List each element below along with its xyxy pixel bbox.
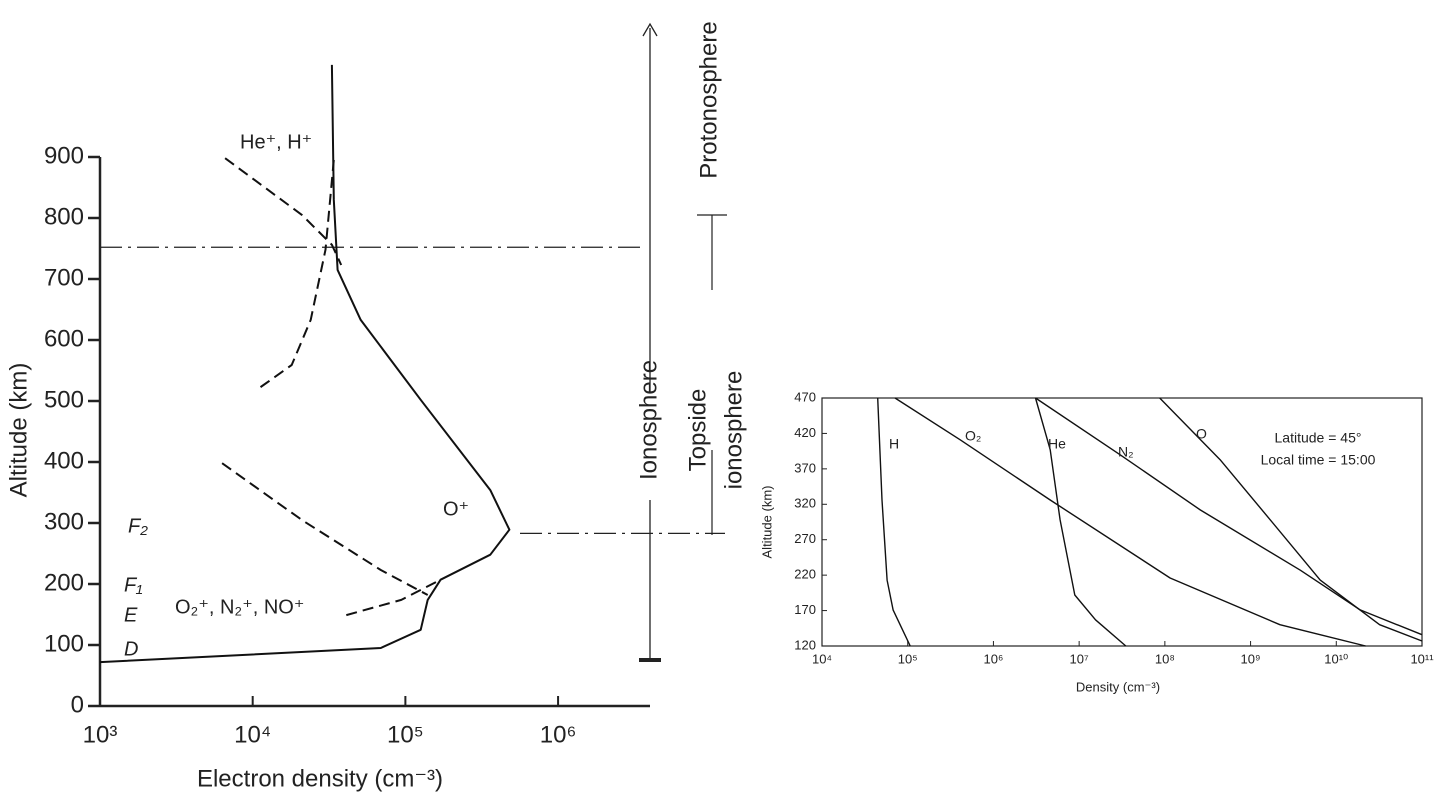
data-line <box>1035 397 1423 636</box>
annotation: O⁺ <box>443 498 469 520</box>
x-tick-label: 10⁹ <box>1241 651 1261 666</box>
annotation: F₂ <box>128 515 148 537</box>
annotation: O₂⁺, N₂⁺, NO⁺ <box>175 596 304 618</box>
annotation: Protonosphere <box>695 21 722 178</box>
y-tick-label: 300 <box>44 508 84 535</box>
y-tick-label: 0 <box>71 691 84 718</box>
x-tick-label: 10¹⁰ <box>1324 651 1348 666</box>
y-tick-label: 400 <box>44 447 84 474</box>
x-tick-label: 10¹¹ <box>1410 651 1434 666</box>
x-axis-label: Density (cm⁻³) <box>1076 679 1160 694</box>
y-tick-label: 170 <box>794 602 816 617</box>
series-label: N₂ <box>1118 444 1134 460</box>
y-tick-label: 600 <box>44 325 84 352</box>
y-tick-label: 200 <box>44 569 84 596</box>
x-tick-label: 10⁵ <box>387 721 424 748</box>
data-line <box>1034 397 1127 647</box>
y-tick-label: 700 <box>44 264 84 291</box>
x-tick-label: 10⁴ <box>234 721 271 748</box>
y-tick-label: 220 <box>794 567 816 582</box>
x-tick-label: 10⁵ <box>898 651 918 666</box>
series-label: H <box>889 436 899 452</box>
y-tick-label: 270 <box>794 531 816 546</box>
x-axis-label: Electron density (cm⁻³) <box>197 765 443 792</box>
series-label: O <box>1196 426 1207 442</box>
arrow-head <box>642 22 658 37</box>
annotation: Topside <box>684 389 711 472</box>
y-tick-label: 120 <box>794 637 816 652</box>
annotation: Ionosphere <box>635 360 662 480</box>
data-line <box>894 397 1366 647</box>
data-line <box>99 64 511 664</box>
y-tick-label: 370 <box>794 460 816 475</box>
data-line <box>258 159 335 390</box>
annotation: D <box>124 638 138 660</box>
annotation: Latitude = 45° <box>1275 430 1362 446</box>
x-tick-label: 10⁶ <box>984 651 1004 666</box>
x-tick-label: 10³ <box>83 721 118 748</box>
annotation: ionosphere <box>720 371 747 490</box>
plot-frame <box>821 397 1423 647</box>
annotation: Local time = 15:00 <box>1261 452 1376 468</box>
y-tick-label: 420 <box>794 425 816 440</box>
x-tick-label: 10⁷ <box>1070 651 1089 666</box>
y-axis-label: Altitude (km) <box>759 486 774 559</box>
x-tick-label: 10⁸ <box>1155 651 1175 666</box>
series-label: O₂ <box>965 428 981 444</box>
annotation: F₁ <box>124 574 143 596</box>
data-line <box>221 462 429 596</box>
y-axis-label: Altitude (km) <box>5 363 32 498</box>
y-tick-label: 800 <box>44 203 84 230</box>
x-tick-label: 10⁴ <box>812 651 832 666</box>
y-tick-label: 470 <box>794 389 816 404</box>
x-tick-label: 10⁶ <box>540 721 577 748</box>
y-tick-label: 320 <box>794 496 816 511</box>
data-line <box>1159 397 1423 642</box>
y-tick-label: 500 <box>44 386 84 413</box>
annotation: He⁺, H⁺ <box>240 131 312 153</box>
y-tick-label: 900 <box>44 142 84 169</box>
annotation: E <box>124 604 138 626</box>
y-tick-label: 100 <box>44 630 84 657</box>
series-label: He <box>1048 436 1066 452</box>
data-line <box>346 578 442 617</box>
data-line <box>224 157 343 266</box>
data-line <box>877 397 911 647</box>
